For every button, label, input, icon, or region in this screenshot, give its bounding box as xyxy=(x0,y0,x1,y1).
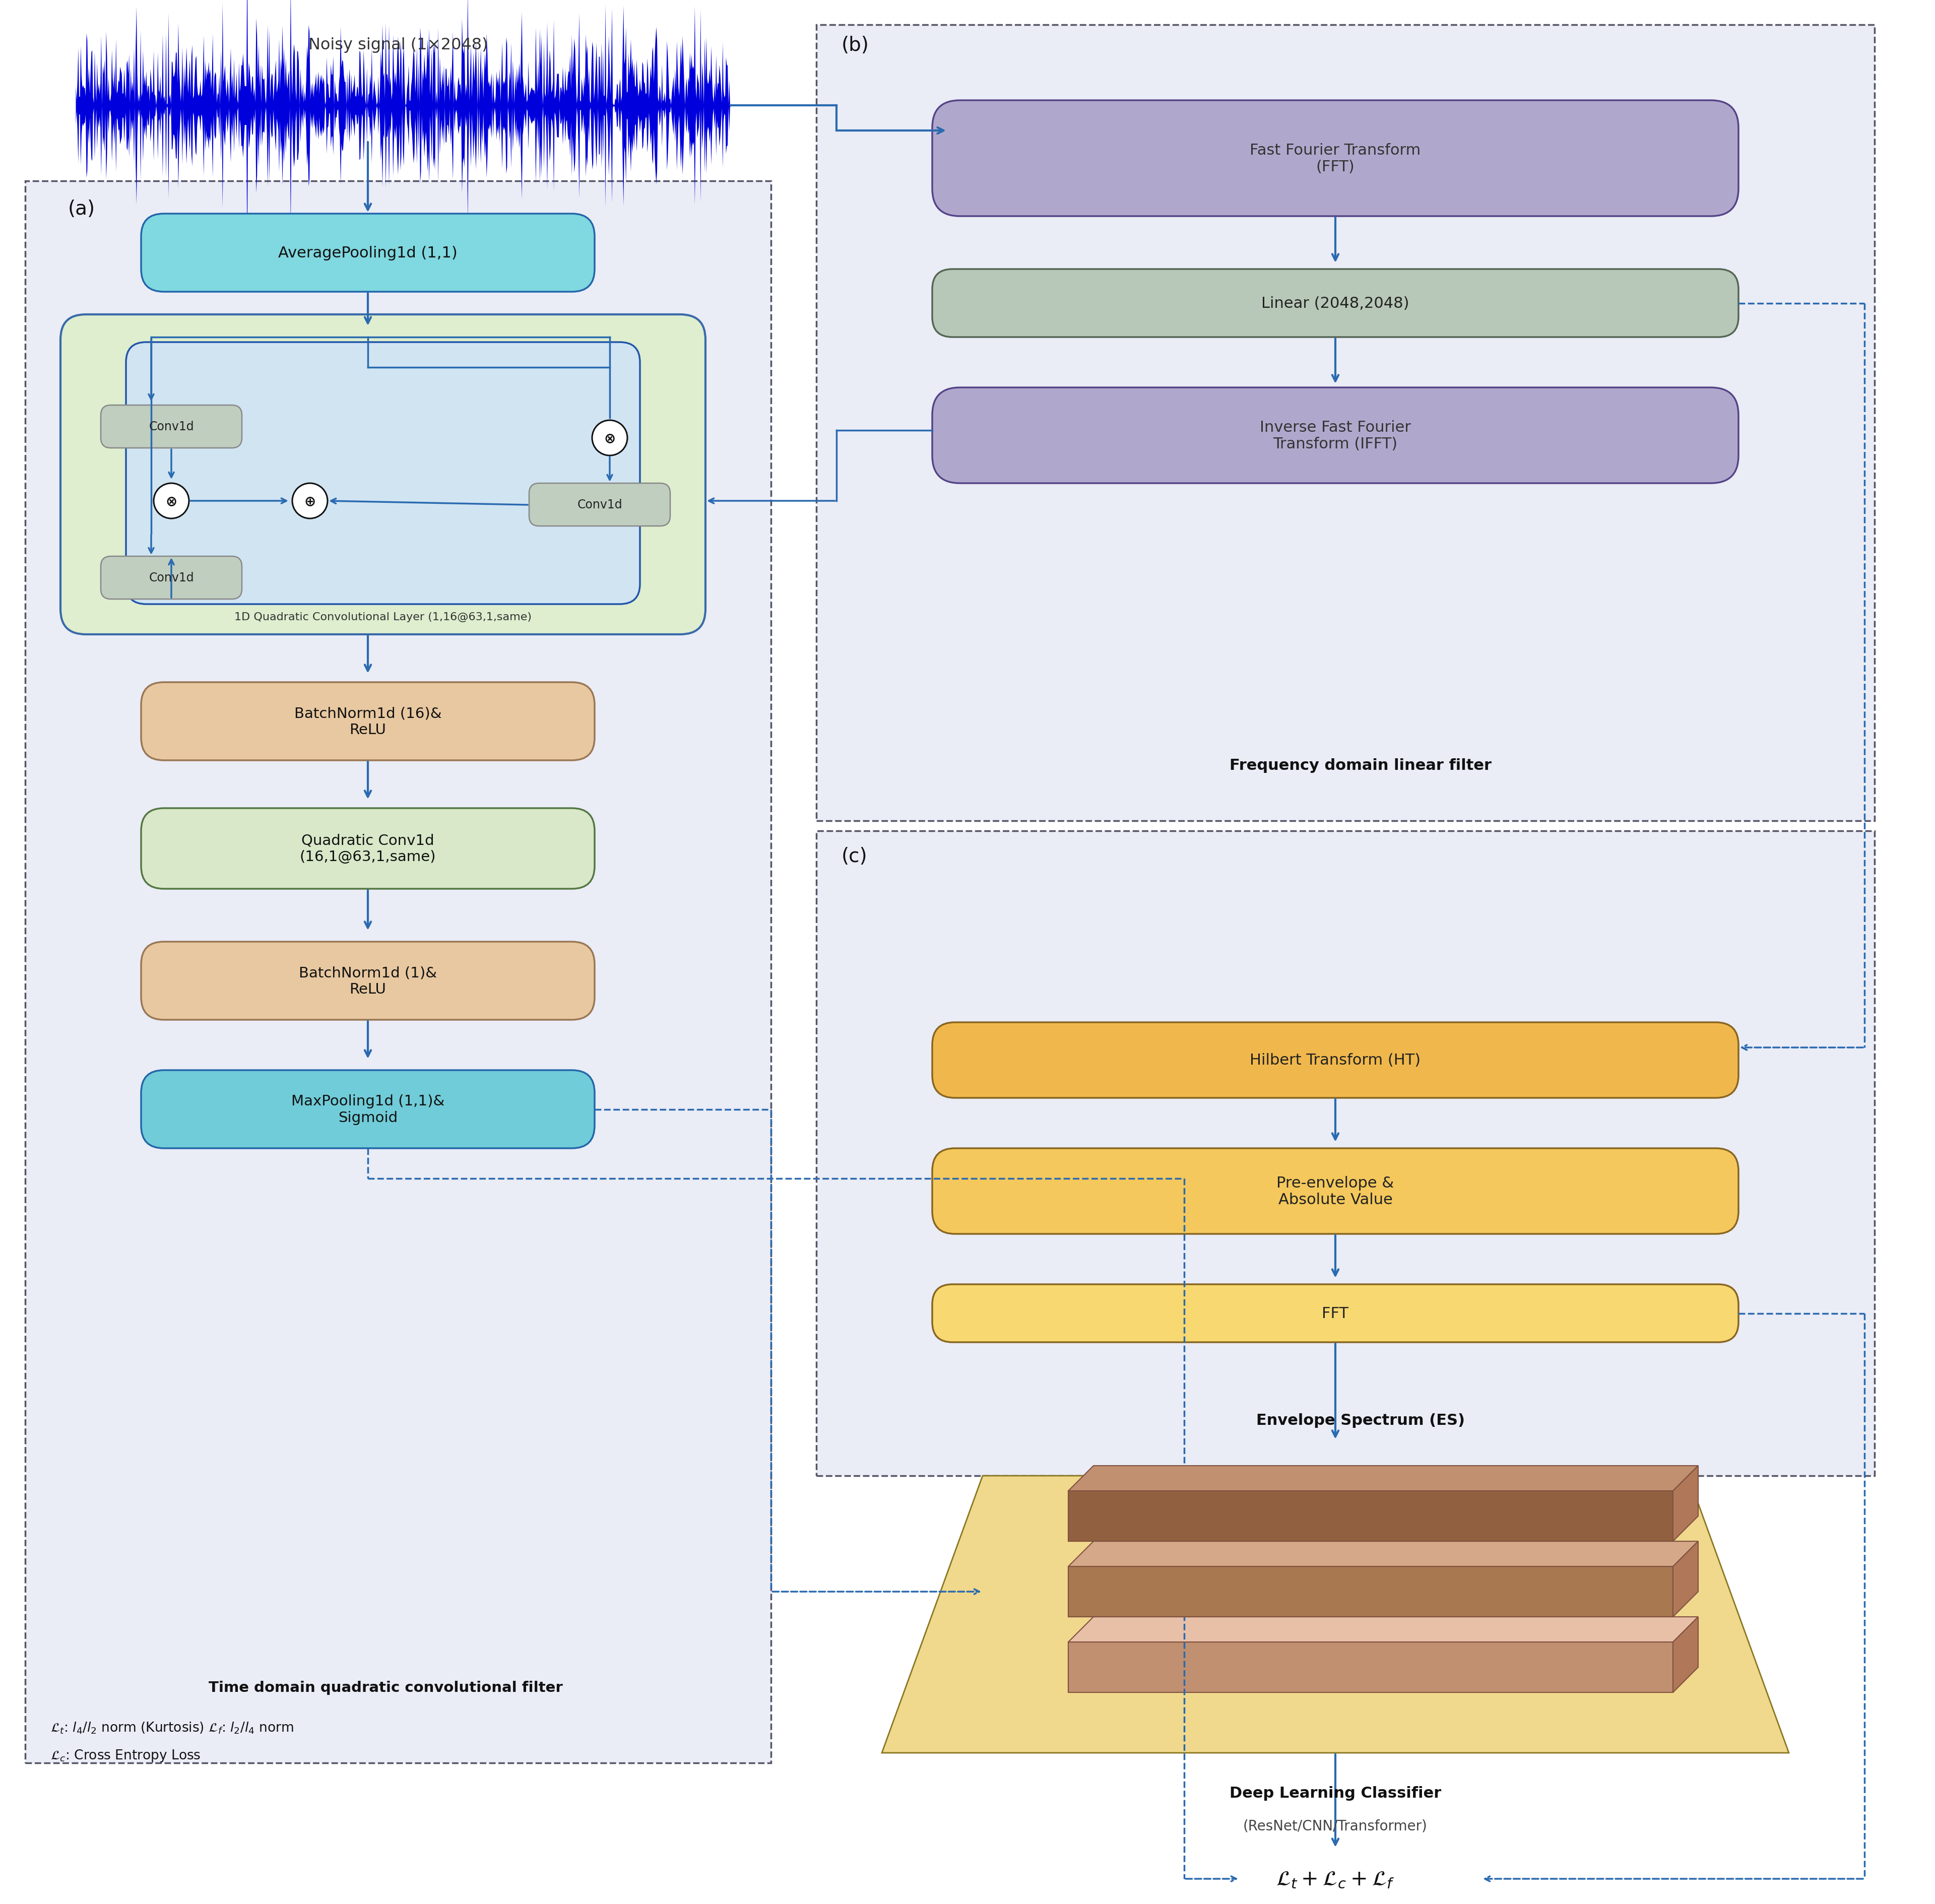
Polygon shape xyxy=(1674,1542,1699,1616)
Text: (a): (a) xyxy=(68,200,95,219)
Polygon shape xyxy=(1674,1466,1699,1542)
Text: ⊕: ⊕ xyxy=(304,495,315,508)
FancyBboxPatch shape xyxy=(528,484,670,526)
FancyBboxPatch shape xyxy=(933,1285,1738,1342)
Circle shape xyxy=(153,484,190,518)
FancyBboxPatch shape xyxy=(141,1070,594,1148)
Text: Frequency domain linear filter: Frequency domain linear filter xyxy=(1229,758,1492,773)
Text: Linear (2048,2048): Linear (2048,2048) xyxy=(1262,297,1409,310)
Polygon shape xyxy=(1068,1567,1674,1616)
FancyBboxPatch shape xyxy=(933,388,1738,484)
Bar xyxy=(25,181,770,1763)
Text: $\mathcal{L}_t$: $l_4$/$l_2$ norm (Kurtosis) $\mathcal{L}_f$: $l_2$/$l_4$ norm: $\mathcal{L}_t$: $l_4$/$l_2$ norm (Kurto… xyxy=(50,1721,294,1735)
Text: Conv1d: Conv1d xyxy=(577,499,623,510)
Bar xyxy=(817,25,1875,821)
Text: Quadratic Conv1d
(16,1@63,1,same): Quadratic Conv1d (16,1@63,1,same) xyxy=(300,834,435,864)
FancyBboxPatch shape xyxy=(141,809,594,889)
Text: AveragePooling1d (1,1): AveragePooling1d (1,1) xyxy=(279,246,457,261)
FancyBboxPatch shape xyxy=(101,556,242,600)
FancyBboxPatch shape xyxy=(933,101,1738,217)
Polygon shape xyxy=(1674,1616,1699,1693)
FancyBboxPatch shape xyxy=(933,270,1738,337)
FancyBboxPatch shape xyxy=(141,942,594,1021)
Polygon shape xyxy=(1068,1542,1699,1567)
Text: BatchNorm1d (16)&
ReLU: BatchNorm1d (16)& ReLU xyxy=(294,706,441,737)
Text: Hilbert Transform (HT): Hilbert Transform (HT) xyxy=(1250,1053,1420,1068)
Text: ⊗: ⊗ xyxy=(604,430,615,446)
FancyBboxPatch shape xyxy=(933,1022,1738,1099)
FancyBboxPatch shape xyxy=(126,343,640,604)
Polygon shape xyxy=(882,1476,1788,1754)
Text: Conv1d: Conv1d xyxy=(149,421,194,432)
Text: $\mathcal{L}_c$: Cross Entropy Loss: $\mathcal{L}_c$: Cross Entropy Loss xyxy=(50,1748,201,1763)
Polygon shape xyxy=(1068,1616,1699,1641)
Text: (c): (c) xyxy=(842,847,867,866)
Text: Fast Fourier Transform
(FFT): Fast Fourier Transform (FFT) xyxy=(1250,143,1420,175)
Bar xyxy=(817,832,1875,1476)
FancyBboxPatch shape xyxy=(101,406,242,447)
FancyBboxPatch shape xyxy=(60,314,706,634)
Text: BatchNorm1d (1)&
ReLU: BatchNorm1d (1)& ReLU xyxy=(298,965,437,996)
Text: ⊗: ⊗ xyxy=(166,495,178,508)
Circle shape xyxy=(292,484,327,518)
Text: Conv1d: Conv1d xyxy=(149,571,194,585)
FancyBboxPatch shape xyxy=(141,213,594,291)
Text: Deep Learning Classifier: Deep Learning Classifier xyxy=(1229,1786,1442,1801)
Text: Envelope Spectrum (ES): Envelope Spectrum (ES) xyxy=(1256,1413,1465,1428)
FancyBboxPatch shape xyxy=(141,682,594,760)
Text: (b): (b) xyxy=(842,36,869,55)
Text: FFT: FFT xyxy=(1322,1306,1349,1321)
Polygon shape xyxy=(1068,1466,1699,1491)
Text: $\mathcal{L}_t + \mathcal{L}_c + \mathcal{L}_f$: $\mathcal{L}_t + \mathcal{L}_c + \mathca… xyxy=(1275,1868,1395,1889)
Circle shape xyxy=(592,421,627,455)
Text: MaxPooling1d (1,1)&
Sigmoid: MaxPooling1d (1,1)& Sigmoid xyxy=(290,1095,445,1125)
Text: 1D Quadratic Convolutional Layer (1,16@63,1,same): 1D Quadratic Convolutional Layer (1,16@6… xyxy=(234,611,532,623)
Polygon shape xyxy=(1068,1641,1674,1693)
Text: Time domain quadratic convolutional filter: Time domain quadratic convolutional filt… xyxy=(209,1681,563,1695)
Text: Noisy signal (1×2048): Noisy signal (1×2048) xyxy=(308,38,488,53)
Text: (ResNet/CNN/Transformer): (ResNet/CNN/Transformer) xyxy=(1242,1818,1428,1834)
Text: Pre-envelope &
Absolute Value: Pre-envelope & Absolute Value xyxy=(1277,1175,1393,1207)
FancyBboxPatch shape xyxy=(933,1148,1738,1234)
Polygon shape xyxy=(1068,1491,1674,1542)
Text: Inverse Fast Fourier
Transform (IFFT): Inverse Fast Fourier Transform (IFFT) xyxy=(1260,421,1411,451)
